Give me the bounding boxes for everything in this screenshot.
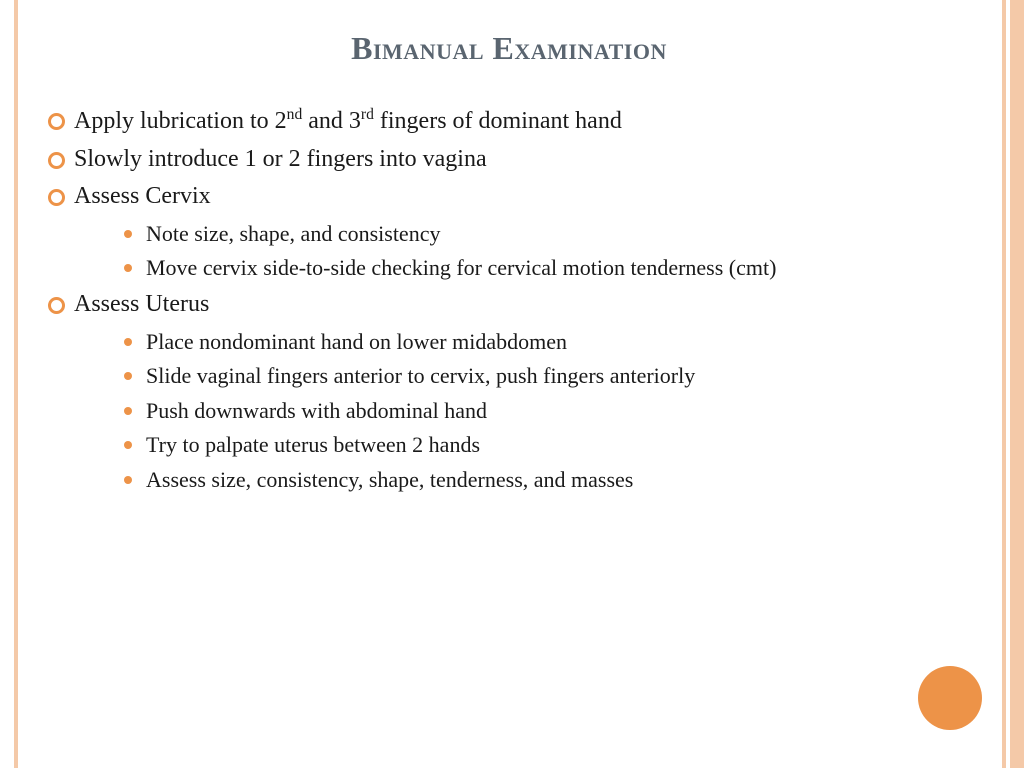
sub-bullet-item: Try to palpate uterus between 2 hands (120, 430, 984, 459)
left-border-thin (14, 0, 18, 768)
slide-content: Bimanual Examination Apply lubrication t… (34, 30, 984, 748)
bullet-text: Apply lubrication to 2nd and 3rd fingers… (74, 108, 622, 134)
bullet-text: Slowly introduce 1 or 2 fingers into vag… (74, 146, 487, 172)
sub-bullet-item: Move cervix side-to-side checking for ce… (120, 253, 984, 282)
slide-title: Bimanual Examination (34, 30, 984, 67)
sub-bullet-item: Place nondominant hand on lower midabdom… (120, 327, 984, 356)
bullet-item: Slowly introduce 1 or 2 fingers into vag… (44, 144, 984, 176)
sub-bullet-item: Push downwards with abdominal hand (120, 396, 984, 425)
right-border-thin (1002, 0, 1006, 768)
bullet-item: Assess Uterus Place nondominant hand on l… (44, 289, 984, 494)
right-border-thick (1010, 0, 1024, 768)
bullet-item: Apply lubrication to 2nd and 3rd fingers… (44, 105, 984, 138)
bullet-list: Apply lubrication to 2nd and 3rd fingers… (34, 105, 984, 494)
sub-bullet-list: Place nondominant hand on lower midabdom… (74, 327, 984, 494)
sub-bullet-item: Slide vaginal fingers anterior to cervix… (120, 361, 984, 390)
sub-bullet-list: Note size, shape, and consistency Move ce… (74, 219, 984, 283)
sub-bullet-item: Note size, shape, and consistency (120, 219, 984, 248)
bullet-text: Assess Uterus (74, 291, 209, 317)
bullet-text: Assess Cervix (74, 183, 211, 209)
bullet-item: Assess Cervix Note size, shape, and consi… (44, 181, 984, 283)
sub-bullet-item: Assess size, consistency, shape, tendern… (120, 465, 984, 494)
